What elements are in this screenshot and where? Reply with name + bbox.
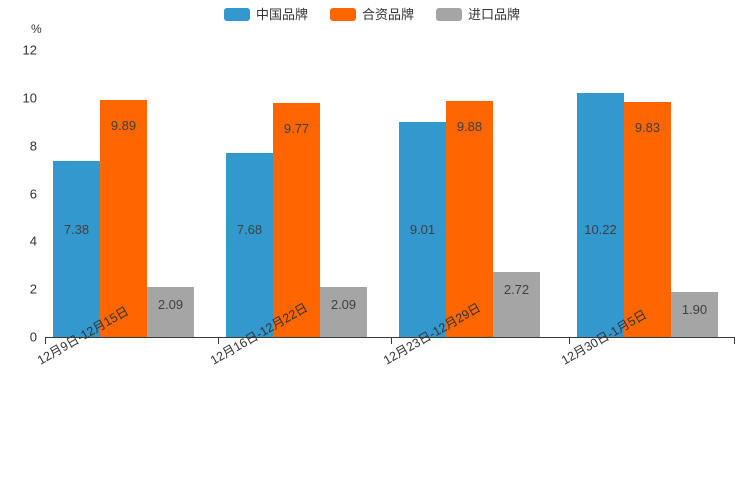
- bar[interactable]: 9.01: [399, 121, 446, 337]
- bar-value-label: 9.01: [409, 222, 436, 237]
- bar-value-label: 1.90: [681, 301, 708, 317]
- legend-swatch-icon: [436, 8, 462, 21]
- bar[interactable]: 9.77: [273, 103, 320, 337]
- y-axis-tick-label: 0: [29, 329, 37, 345]
- bar[interactable]: 9.89: [100, 100, 147, 337]
- bar-value-label: 9.77: [283, 121, 310, 137]
- x-axis-tick: [569, 338, 570, 344]
- x-axis-tick: [734, 338, 735, 344]
- legend-item-label: 进口品牌: [468, 7, 521, 22]
- bar[interactable]: 2.72: [493, 271, 540, 337]
- bar-value-label: 2.09: [330, 297, 357, 313]
- y-axis-tick-label: 6: [29, 186, 37, 201]
- x-axis-line: [45, 337, 735, 338]
- x-axis-tick: [218, 338, 219, 344]
- bar-value-label: 7.38: [63, 222, 90, 237]
- bar[interactable]: 7.68: [226, 153, 273, 337]
- bar-value-label: 7.68: [236, 222, 263, 237]
- bar[interactable]: 2.09: [147, 287, 194, 337]
- bar-value-label: 10.22: [584, 222, 617, 237]
- legend-item-label: 中国品牌: [255, 7, 308, 22]
- legend-item-label: 合资品牌: [361, 7, 414, 22]
- legend-item[interactable]: 合资品牌: [329, 7, 414, 22]
- bar[interactable]: 2.09: [320, 287, 367, 337]
- plot-area: 0 2 4 6 8 10 12 7.38 9.89 2.09 7.68 9.77 2.09 9.01 9.8…: [23, 43, 735, 345]
- legend-swatch-icon: [329, 8, 356, 21]
- bar[interactable]: 7.38: [53, 160, 100, 337]
- chart-legend: 中国品牌 合资品牌 进口品牌: [0, 8, 744, 21]
- x-axis-tick: [45, 338, 46, 344]
- bar-value-label: 2.72: [503, 281, 530, 297]
- bar[interactable]: 9.88: [446, 100, 493, 337]
- y-axis-tick-label: 2: [29, 281, 37, 297]
- legend-item[interactable]: 中国品牌: [223, 7, 308, 22]
- legend-item[interactable]: 进口品牌: [436, 8, 520, 21]
- bar-value-label: 9.83: [634, 119, 661, 135]
- y-axis-tick-label: 10: [22, 90, 37, 106]
- y-axis-tick-label: 8: [29, 138, 37, 154]
- x-axis-tick: [391, 338, 392, 344]
- bar[interactable]: 9.83: [624, 101, 671, 337]
- bar[interactable]: 1.90: [671, 291, 718, 337]
- y-axis-tick-label: 12: [22, 42, 37, 58]
- y-axis-tick-label: 4: [29, 233, 37, 249]
- y-axis-unit-label: %: [31, 22, 42, 36]
- bar-value-label: 2.09: [157, 297, 184, 313]
- legend-swatch-icon: [223, 8, 250, 21]
- bar-value-label: 9.88: [456, 118, 483, 134]
- bar-value-label: 9.89: [110, 118, 137, 134]
- bar[interactable]: 10.22: [577, 92, 624, 337]
